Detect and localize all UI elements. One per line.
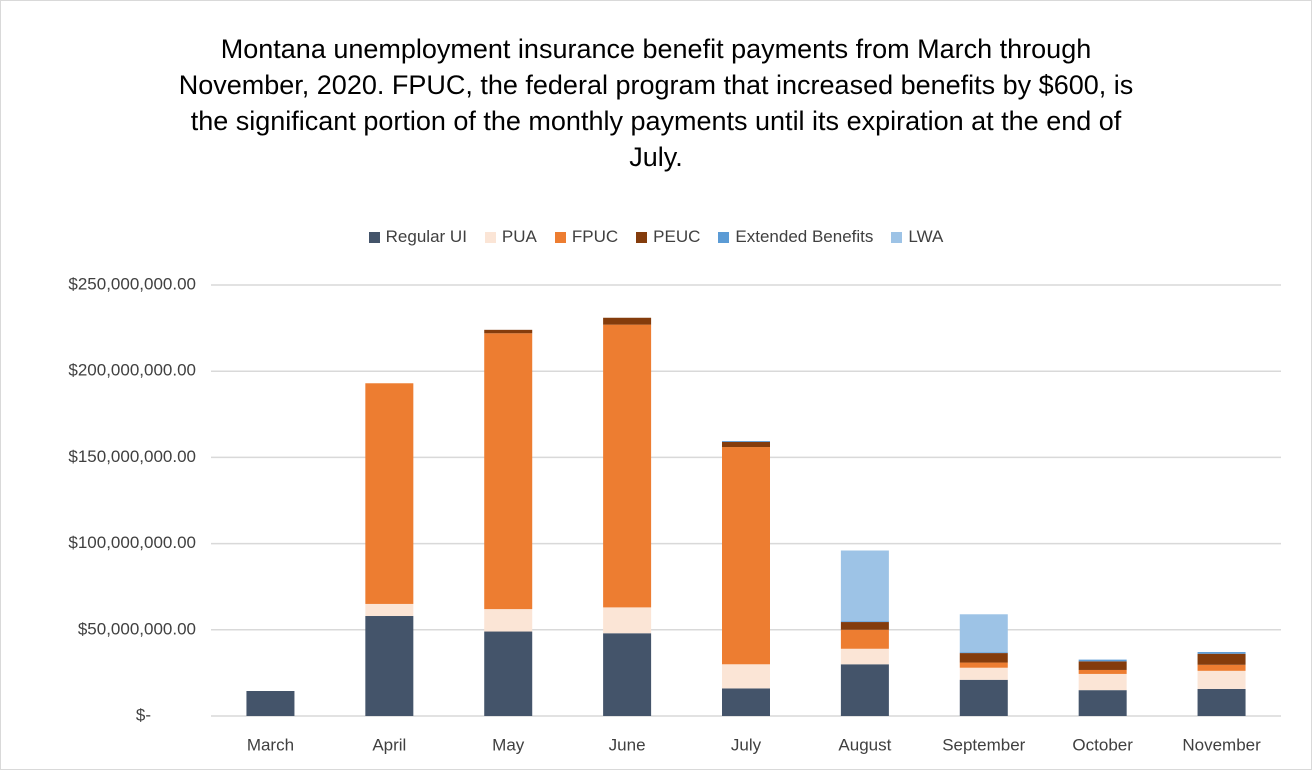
x-tick-label: October: [1072, 735, 1133, 754]
bar-segment: [1197, 688, 1246, 716]
bar-segment: [484, 609, 533, 632]
bar-segment: [840, 664, 889, 716]
legend-swatch: [554, 231, 566, 243]
bar-segment: [722, 447, 770, 665]
bar-segment: [959, 667, 1008, 680]
x-tick-label: March: [247, 735, 294, 754]
y-tick-label: $200,000,000.00: [68, 361, 196, 380]
legend-swatch: [718, 231, 730, 243]
legend-item: Regular UI: [368, 227, 467, 247]
bar-segment: [1197, 653, 1246, 665]
bar-segment: [840, 550, 889, 622]
x-tick-label: April: [372, 735, 406, 754]
legend-swatch: [484, 231, 496, 243]
legend-swatch: [891, 231, 903, 243]
bar-segment: [1078, 690, 1127, 716]
bar-segment: [365, 616, 414, 716]
legend-item: Extended Benefits: [718, 227, 873, 247]
y-tick-label: $50,000,000.00: [78, 619, 196, 638]
bar-segment: [840, 629, 889, 649]
bar-segment: [603, 317, 652, 325]
x-tick-label: May: [492, 735, 525, 754]
bar-segment: [484, 631, 533, 716]
bar-segment: [484, 329, 533, 334]
bar-segment: [603, 633, 652, 716]
legend-label: Extended Benefits: [735, 227, 874, 246]
legend-item: FPUC: [554, 227, 619, 247]
bar-segment: [1078, 673, 1127, 691]
bar-segment: [1197, 652, 1246, 654]
bar-segment: [722, 441, 770, 448]
legend-swatch: [368, 231, 380, 243]
x-tick-label: June: [609, 735, 646, 754]
bar-segment: [722, 441, 770, 442]
x-tick-label: November: [1182, 735, 1261, 754]
legend-item: LWA: [891, 227, 943, 247]
bar-segment: [246, 691, 295, 716]
bar-segment: [484, 333, 533, 610]
y-tick-label: $250,000,000.00: [68, 274, 196, 293]
bar-segment: [603, 607, 652, 634]
legend-label: PEUC: [653, 227, 701, 246]
bar-segment: [840, 622, 889, 630]
bar-segment: [1078, 661, 1127, 670]
legend-item: PUA: [484, 227, 537, 247]
bar-segment: [1197, 664, 1246, 671]
x-tick-label: August: [838, 735, 891, 754]
bar-segment: [959, 614, 1008, 653]
legend-label: LWA: [908, 227, 944, 246]
y-tick-label: $-: [136, 705, 151, 724]
bar-segment: [1197, 670, 1246, 689]
bar-segment: [1078, 659, 1127, 662]
bar-segment: [959, 652, 1008, 654]
bar-segment: [959, 662, 1008, 668]
legend-item: PEUC: [636, 227, 700, 247]
bar-segment: [959, 679, 1008, 716]
bar-segment: [603, 324, 652, 608]
bar-segment: [722, 688, 770, 716]
legend: Regular UI PUA FPUC PEUC Extended Benefits LW…: [1, 227, 1311, 247]
bar-segment: [1078, 669, 1127, 674]
legend-label: PUA: [501, 227, 537, 246]
bar-segment: [840, 648, 889, 665]
bar-segment: [365, 603, 414, 617]
bar-segment: [840, 621, 889, 623]
legend-label: FPUC: [571, 227, 619, 246]
bar-segment: [959, 653, 1008, 663]
bar-segment: [365, 383, 414, 604]
y-tick-label: $100,000,000.00: [68, 533, 196, 552]
chart-title: Montana unemployment insurance benefit p…: [178, 34, 1134, 172]
bar-segment: [722, 664, 770, 689]
legend-swatch: [636, 231, 648, 243]
y-tick-label: $150,000,000.00: [68, 447, 196, 466]
x-tick-label: July: [731, 735, 762, 754]
legend-label: Regular UI: [385, 227, 467, 246]
x-tick-label: September: [942, 735, 1025, 754]
